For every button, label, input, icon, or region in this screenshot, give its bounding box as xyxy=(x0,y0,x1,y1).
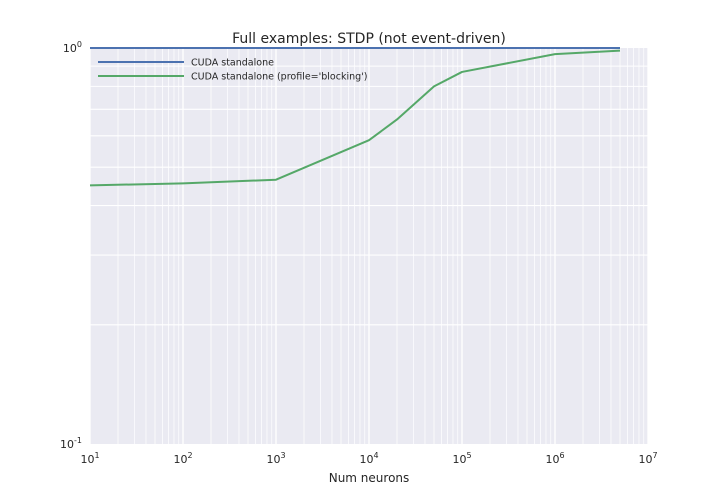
x-axis-label: Num neurons xyxy=(329,471,410,485)
series-lines xyxy=(89,47,621,187)
legend-label-1: CUDA standalone xyxy=(191,58,274,69)
x-tick-label: 106 xyxy=(545,451,564,466)
x-tick-label: 104 xyxy=(359,451,378,466)
x-tick-label: 107 xyxy=(638,451,657,466)
legend-label-2: CUDA standalone (profile='blocking') xyxy=(191,72,367,83)
x-tick-labels: 101 102 103 104 105 106 107 xyxy=(80,451,657,466)
major-grid xyxy=(89,48,649,444)
series-line-2 xyxy=(89,49,621,187)
y-tick-labels: 10-1 100 xyxy=(60,40,82,451)
minor-grid xyxy=(90,48,648,444)
x-tick-label: 105 xyxy=(452,451,471,466)
x-tick-label: 103 xyxy=(266,451,285,466)
y-tick-label: 100 xyxy=(63,40,82,55)
x-tick-label: 102 xyxy=(173,451,192,466)
legend: CUDA standalone CUDA standalone (profile=… xyxy=(98,58,367,83)
y-tick-label: 10-1 xyxy=(60,436,82,451)
chart-title: Full examples: STDP (not event-driven) xyxy=(232,31,506,47)
x-tick-label: 101 xyxy=(80,451,99,466)
